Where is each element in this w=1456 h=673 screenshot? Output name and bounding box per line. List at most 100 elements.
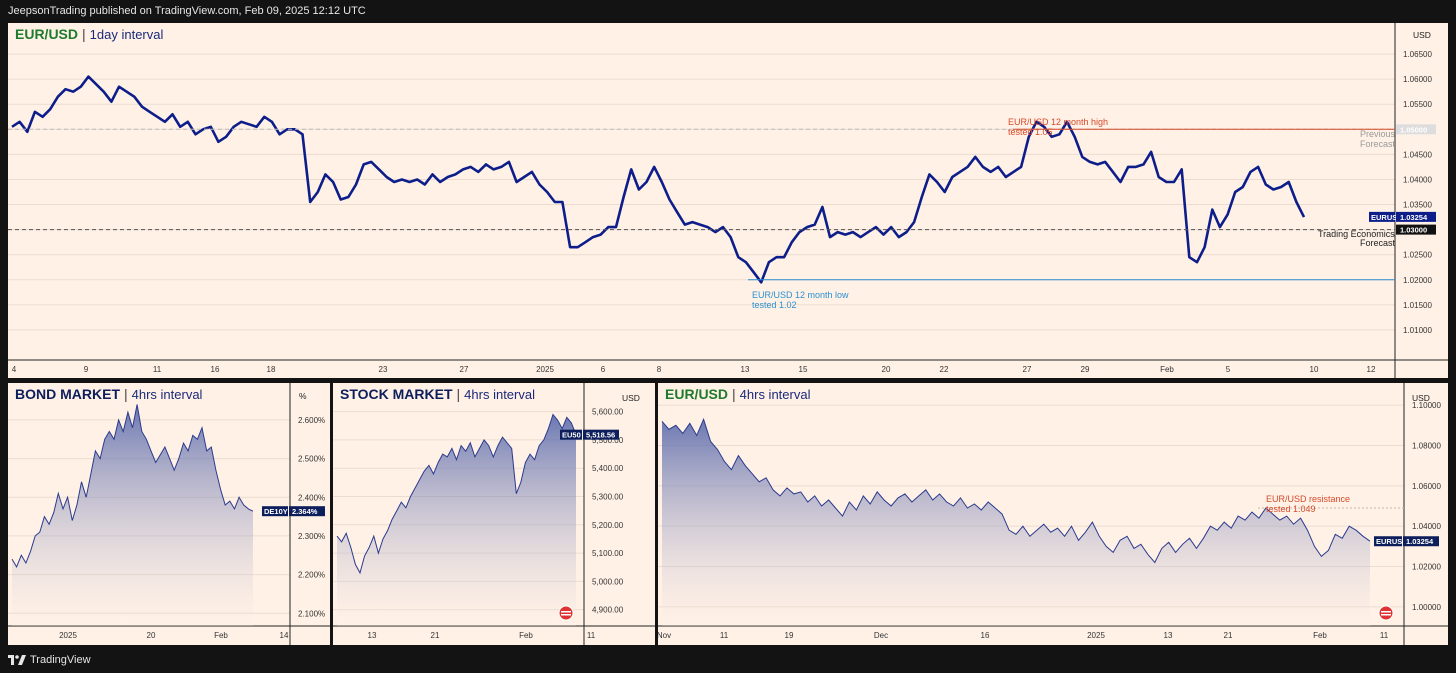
- price-tag-label: 2.364%: [292, 507, 318, 516]
- x-tick-label: 2025: [59, 631, 77, 640]
- eurusd-4h-chart-panel[interactable]: 1.00000 1.02000 1.04000 1.06000 1.08000 1.100…: [658, 383, 1448, 645]
- chart-interval: 1day interval: [89, 27, 164, 42]
- annotation-resistance-2: tested 1.049: [1266, 504, 1316, 514]
- price-tag: [1403, 536, 1439, 547]
- y-tick-label: 1.01000: [1403, 326, 1432, 335]
- annotation-forecast-2: Forecast: [1360, 238, 1396, 248]
- us-flag-icon: [558, 605, 574, 621]
- x-tick-label: 11: [153, 365, 162, 374]
- area-fill: [337, 414, 576, 626]
- series-line: [11, 404, 254, 569]
- x-tick-label: Feb: [1160, 365, 1174, 374]
- chart-svg: 1.00000 1.02000 1.04000 1.06000 1.08000 1.100…: [658, 383, 1448, 645]
- x-tick-label: 16: [211, 365, 220, 374]
- x-tick-label: 29: [1081, 365, 1090, 374]
- chart-title-symbol: EUR/USD: [665, 386, 729, 402]
- y-tick-label: 1.04000: [1403, 175, 1432, 184]
- symbol-tag: [1369, 211, 1395, 222]
- y-tick-label: 1.00000: [1412, 603, 1441, 612]
- symbol-tag: [560, 429, 582, 440]
- y-tick-label: 1.01500: [1403, 301, 1432, 310]
- x-tick-label: 11: [587, 631, 596, 640]
- price-tag-label: 1.03254: [1400, 213, 1428, 222]
- annotation-previous: Previous: [1360, 129, 1396, 139]
- y-tick-label: 5,400.00: [592, 464, 624, 473]
- x-tick-label: 27: [460, 365, 469, 374]
- currency-label: USD: [1413, 30, 1431, 40]
- y-tick-label: 2.500%: [298, 455, 325, 464]
- publisher-text: JeepsonTrading published on TradingView.…: [8, 5, 366, 17]
- currency-label: USD: [622, 393, 640, 403]
- currency-label: USD: [1412, 393, 1430, 403]
- x-tick-label: 27: [1023, 365, 1032, 374]
- x-tick-label: Feb: [214, 631, 228, 640]
- y-tick-label: 1.05500: [1403, 100, 1432, 109]
- us-flag-icon: [1378, 605, 1394, 621]
- y-tick-label: 1.04000: [1412, 522, 1441, 531]
- x-tick-label: 8: [657, 365, 662, 374]
- y-tick-label: 2.200%: [298, 571, 325, 580]
- footer-bar: TradingView: [0, 648, 1456, 673]
- previous-tag-label: 1.05000: [1400, 125, 1427, 134]
- chart-title-symbol: EUR/USD: [15, 26, 79, 42]
- y-tick-label: 1.02000: [1412, 563, 1441, 572]
- x-tick-label: 15: [799, 365, 808, 374]
- us-flag-stripe: [561, 611, 571, 613]
- chart-svg: 2.100% 2.200% 2.300% 2.400% 2.500% 2.600% 2025…: [8, 383, 330, 645]
- symbol-tag-label: EU50: [562, 431, 581, 440]
- y-tick-label: 1.02000: [1403, 276, 1432, 285]
- y-tick-label: 1.04500: [1403, 150, 1432, 159]
- x-tick-label: 11: [720, 631, 729, 640]
- x-tick-label: 9: [84, 365, 89, 374]
- x-tick-label: 12: [1367, 365, 1376, 374]
- series-line: [661, 417, 1371, 564]
- x-tick-label: 23: [379, 365, 388, 374]
- chart-title: EUR/USD | 1day interval: [15, 26, 164, 42]
- annotation-previous-2: Forecast: [1360, 139, 1396, 149]
- x-tick-label: Dec: [874, 631, 888, 640]
- y-tick-label: 1.06000: [1403, 75, 1432, 84]
- price-tag: [1396, 211, 1436, 222]
- forecast-tag-label: 1.03000: [1400, 226, 1427, 235]
- y-tick-label: 2.600%: [298, 416, 325, 425]
- x-tick-label: 13: [741, 365, 750, 374]
- chart-title: EUR/USD | 4hrs interval: [665, 386, 811, 402]
- x-tick-label: 20: [882, 365, 891, 374]
- y-tick-label: 2.400%: [298, 493, 325, 502]
- price-tag-label: 1.03254: [1406, 537, 1434, 546]
- symbol-tag-label: EURUSD: [1376, 537, 1408, 546]
- x-tick-label: 4: [12, 365, 17, 374]
- tradingview-logo-icon: [8, 655, 26, 666]
- forecast-tag: [1396, 224, 1436, 235]
- bond-market-chart-panel[interactable]: 2.100% 2.200% 2.300% 2.400% 2.500% 2.600% 2025…: [8, 383, 330, 645]
- y-tick-label: 4,900.00: [592, 606, 624, 615]
- y-tick-label: 2.300%: [298, 532, 325, 541]
- chart-svg: 1.01000 1.01500 1.02000 1.02500 1.03000 1.035…: [8, 23, 1448, 378]
- chart-title: STOCK MARKET | 4hrs interval: [340, 386, 535, 402]
- eurusd-daily-chart-panel[interactable]: 1.01000 1.01500 1.02000 1.02500 1.03000 1.035…: [8, 23, 1448, 378]
- y-tick-label: 1.06000: [1412, 482, 1441, 491]
- chart-interval: 4hrs interval: [739, 387, 811, 402]
- stock-market-chart-panel[interactable]: 4,900.00 5,000.00 5,100.00 5,200.00 5,300.00…: [333, 383, 655, 645]
- y-tick-label: 1.08000: [1412, 441, 1441, 450]
- x-tick-label: 16: [981, 631, 990, 640]
- x-tick-label: 2025: [1087, 631, 1105, 640]
- chart-interval: 4hrs interval: [464, 387, 535, 402]
- chart-title: BOND MARKET | 4hrs interval: [15, 386, 203, 402]
- publisher-bar: JeepsonTrading published on TradingView.…: [0, 0, 1456, 22]
- y-tick-label: 5,300.00: [592, 493, 624, 502]
- us-flag-stripe: [561, 614, 571, 616]
- y-tick-label: 1.10000: [1412, 401, 1441, 410]
- chart-title-symbol: STOCK MARKET: [340, 386, 453, 402]
- area-fill: [12, 404, 253, 626]
- y-tick-label: 2.100%: [298, 609, 325, 618]
- annotation-high: EUR/USD 12 month high: [1008, 117, 1108, 127]
- price-tag: [583, 429, 619, 440]
- x-tick-label: 5: [1226, 365, 1231, 374]
- us-flag-stripe: [1381, 614, 1391, 616]
- x-tick-label: 10: [1310, 365, 1319, 374]
- x-tick-label: 18: [267, 365, 276, 374]
- chart-svg: 4,900.00 5,000.00 5,100.00 5,200.00 5,300.00…: [333, 383, 655, 645]
- x-tick-label: 6: [601, 365, 606, 374]
- y-tick-label: 1.02500: [1403, 251, 1432, 260]
